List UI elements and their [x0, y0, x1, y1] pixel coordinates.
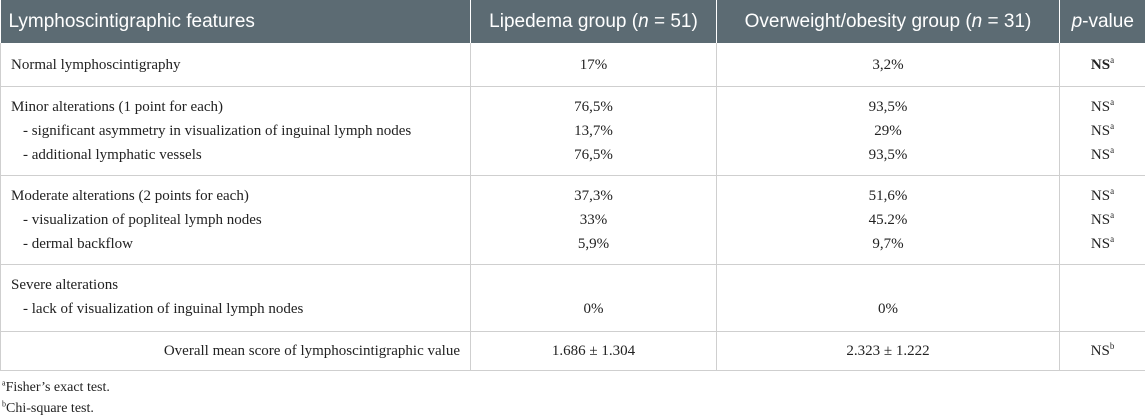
p-value-sup: b: [1110, 341, 1115, 351]
table-row: - visualization of popliteal lymph nodes…: [1, 208, 1145, 232]
lipedema-value: 13,7%: [471, 119, 717, 143]
p-value: [1060, 297, 1145, 332]
row-label: Normal lymphoscintigraphy: [1, 43, 471, 87]
overweight-value: 93,5%: [717, 143, 1060, 176]
overweight-value: 29%: [717, 119, 1060, 143]
header-overweight-n: n: [972, 11, 983, 32]
lipedema-value: 37,3%: [471, 176, 717, 209]
row-label: Overall mean score of lymphoscintigraphi…: [1, 332, 471, 371]
table-row: - additional lymphatic vessels 76,5% 93,…: [1, 143, 1145, 176]
p-value-text: NS: [1091, 123, 1110, 139]
overweight-value: 93,5%: [717, 87, 1060, 120]
p-value-sup: a: [1110, 210, 1114, 220]
row-label: Moderate alterations (2 points for each): [1, 176, 471, 209]
data-table: Lymphoscintigraphic features Lipedema gr…: [0, 0, 1145, 371]
header-pvalue: p-value: [1060, 0, 1145, 43]
p-value-text: NS: [1091, 236, 1110, 252]
footnote-b: bChi-square test.: [2, 398, 1145, 419]
table-row: - lack of visualization of inguinal lymp…: [1, 297, 1145, 332]
header-pvalue-p: p: [1072, 11, 1083, 32]
p-value-text: NS: [1091, 147, 1110, 163]
lipedema-value: 76,5%: [471, 87, 717, 120]
p-value: NSa: [1060, 43, 1145, 87]
overweight-value: 51,6%: [717, 176, 1060, 209]
row-label: - dermal backflow: [1, 232, 471, 265]
p-value: NSa: [1060, 176, 1145, 209]
p-value-sup: a: [1110, 97, 1114, 107]
header-overweight: Overweight/obesity group (n = 31): [717, 0, 1060, 43]
lipedema-value: 17%: [471, 43, 717, 87]
p-value-text: NS: [1091, 99, 1110, 115]
header-features: Lymphoscintigraphic features: [1, 0, 471, 43]
p-value: [1060, 265, 1145, 298]
p-value-sup: a: [1110, 121, 1114, 131]
lipedema-value: 1.686 ± 1.304: [471, 332, 717, 371]
footnote-a: aFisher’s exact test.: [2, 377, 1145, 398]
row-label: - significant asymmetry in visualization…: [1, 119, 471, 143]
table-row: Minor alterations (1 point for each) 76,…: [1, 87, 1145, 120]
overweight-value: 2.323 ± 1.222: [717, 332, 1060, 371]
header-overweight-prefix: Overweight/obesity group (: [745, 11, 972, 32]
header-lipedema-n: n: [638, 11, 649, 32]
p-value-sup: a: [1110, 186, 1114, 196]
overweight-value: 0%: [717, 297, 1060, 332]
row-label: - lack of visualization of inguinal lymp…: [1, 297, 471, 332]
p-value-sup: a: [1110, 55, 1114, 65]
p-value-text: NS: [1091, 57, 1110, 73]
lipedema-value: 33%: [471, 208, 717, 232]
row-label: - additional lymphatic vessels: [1, 143, 471, 176]
row-label: - visualization of popliteal lymph nodes: [1, 208, 471, 232]
table-row: Overall mean score of lymphoscintigraphi…: [1, 332, 1145, 371]
overweight-value: 9,7%: [717, 232, 1060, 265]
lipedema-value: [471, 265, 717, 298]
lipedema-value: 0%: [471, 297, 717, 332]
p-value-text: NS: [1091, 212, 1110, 228]
footnote-b-text: Chi-square test.: [6, 401, 94, 416]
table-row: - significant asymmetry in visualization…: [1, 119, 1145, 143]
header-lipedema: Lipedema group (n = 51): [471, 0, 717, 43]
p-value: NSa: [1060, 208, 1145, 232]
p-value-text: NS: [1091, 188, 1110, 204]
p-value-sup: a: [1110, 234, 1114, 244]
p-value: NSb: [1060, 332, 1145, 371]
table-row: Moderate alterations (2 points for each)…: [1, 176, 1145, 209]
header-overweight-suffix: = 31): [982, 11, 1031, 32]
p-value: NSa: [1060, 87, 1145, 120]
overweight-value: [717, 265, 1060, 298]
lipedema-value: 76,5%: [471, 143, 717, 176]
header-features-label: Lymphoscintigraphic features: [9, 11, 255, 32]
p-value: NSa: [1060, 143, 1145, 176]
table-row: Severe alterations: [1, 265, 1145, 298]
table-row: Normal lymphoscintigraphy 17% 3,2% NSa: [1, 43, 1145, 87]
header-lipedema-prefix: Lipedema group (: [489, 11, 638, 32]
lipedema-value: 5,9%: [471, 232, 717, 265]
header-pvalue-suffix: -value: [1082, 11, 1134, 32]
header-row: Lymphoscintigraphic features Lipedema gr…: [1, 0, 1145, 43]
p-value-sup: a: [1110, 145, 1114, 155]
table-row: - dermal backflow 5,9% 9,7% NSa: [1, 232, 1145, 265]
p-value: NSa: [1060, 232, 1145, 265]
footnote-a-text: Fisher’s exact test.: [6, 380, 110, 395]
p-value: NSa: [1060, 119, 1145, 143]
overweight-value: 3,2%: [717, 43, 1060, 87]
row-label: Minor alterations (1 point for each): [1, 87, 471, 120]
p-value-text: NS: [1091, 343, 1110, 359]
footnotes: aFisher’s exact test. bChi-square test.: [0, 377, 1145, 419]
row-label: Severe alterations: [1, 265, 471, 298]
header-lipedema-suffix: = 51): [649, 11, 698, 32]
overweight-value: 45.2%: [717, 208, 1060, 232]
